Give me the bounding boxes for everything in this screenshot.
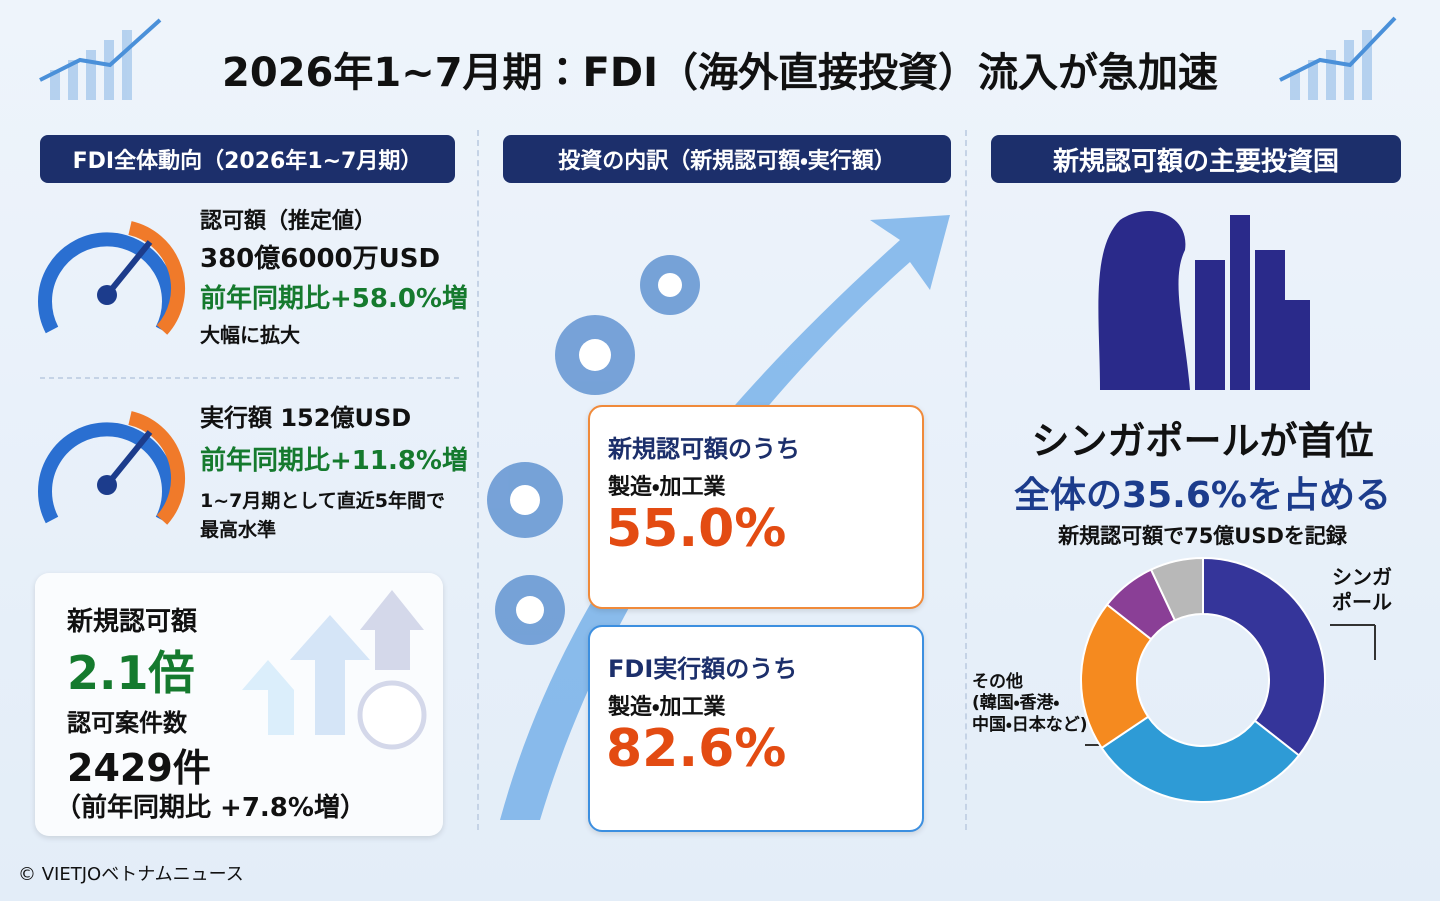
share-card: 新規認可額のうち 製造・加工業 55.0%	[588, 405, 924, 609]
sector: 製造・加工業	[608, 475, 726, 500]
growth: 前年同期比+58.0%増	[200, 284, 468, 315]
label: 新規認可額	[67, 607, 198, 637]
value-label: 55.0%	[606, 499, 787, 559]
divider	[477, 130, 479, 830]
amount: 380億6000万USD	[200, 244, 441, 275]
summary-card: 新規認可額 2.1倍 認可案件数 2429件 （前年同期比 +7.8%増）	[35, 573, 443, 836]
approval-block: 認可額（推定値） 380億6000万USD 前年同期比+58.0%増 大幅に拡大	[200, 205, 468, 351]
note: 大幅に拡大	[200, 322, 300, 347]
segment-label: その他 (韓国・香港・ 中国・日本など)	[972, 672, 1088, 735]
section-heading: 投資の内訳（新規認可額・実行額）	[503, 135, 951, 183]
section-heading: FDI全体動向（2026年1~7月期）	[40, 135, 455, 183]
segment-label: シンガ ポール	[1332, 565, 1392, 614]
value-label: 82.6%	[606, 719, 787, 779]
donut-segment	[1202, 556, 1327, 757]
card-title: FDI実行額のうち	[608, 655, 798, 683]
section-heading: 新規認可額の主要投資国	[991, 135, 1401, 183]
sector: 製造・加工業	[608, 695, 726, 720]
note: 新規認可額で75億USDを記録	[1058, 524, 1347, 548]
donut-chart	[1080, 556, 1327, 803]
donut-segment	[1100, 715, 1301, 803]
headline: シンガポールが首位	[1031, 419, 1374, 463]
card-title: 新規認可額のうち	[608, 435, 800, 463]
share-card: FDI実行額のうち 製造・加工業 82.6%	[588, 625, 924, 832]
note: 最高水準	[200, 518, 277, 541]
value: 2429件	[67, 746, 211, 790]
label: 認可額（推定値）	[200, 209, 377, 234]
note: 1~7月期として直近5年間で	[200, 490, 446, 512]
credit: © VIETJOベトナムニュース	[18, 864, 244, 885]
growth: 前年同期比+11.8%増	[200, 446, 468, 476]
share: 全体の35.6%を占める	[1014, 475, 1391, 516]
disbursement-block: 実行額 152億USD 前年同期比+11.8%増 1~7月期として直近5年間で …	[200, 400, 468, 544]
label: 認可案件数	[67, 709, 187, 737]
divider	[965, 130, 967, 830]
value: 2.1倍	[67, 646, 195, 700]
growth: （前年同期比 +7.8%増）	[55, 793, 366, 823]
title: 2026年1~7月期：FDI（海外直接投資）流入が急加速	[222, 50, 1218, 96]
label: 実行額 152億USD	[200, 404, 412, 432]
donut-segment	[1149, 556, 1204, 622]
